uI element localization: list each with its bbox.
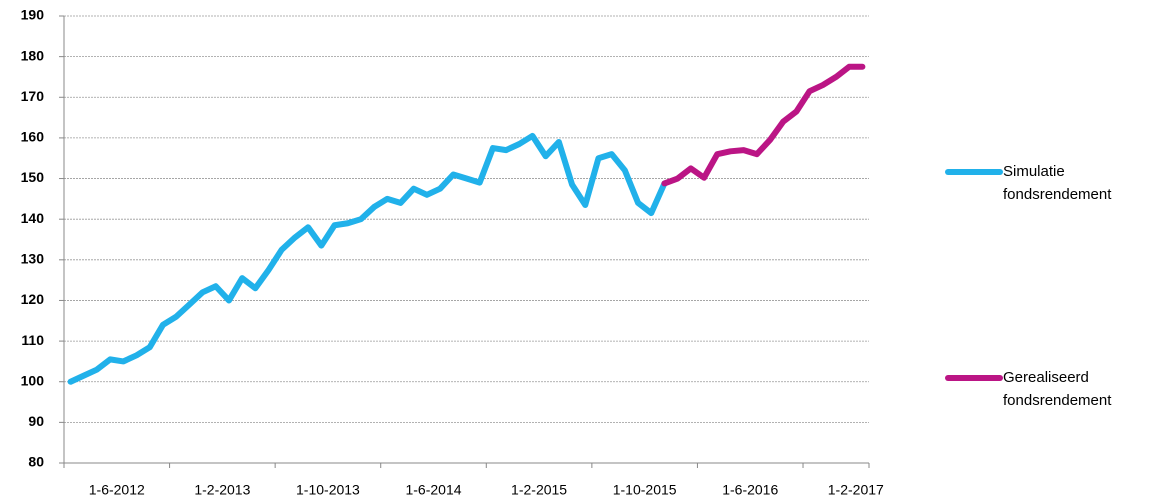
legend-swatch (945, 169, 1003, 175)
legend-label: Simulatie fondsrendement (1003, 163, 1112, 203)
x-tick-label: 1-6-2016 (722, 482, 778, 498)
y-tick-label: 180 (21, 47, 45, 63)
y-tick-label: 150 (21, 169, 45, 185)
y-tick-label: 90 (28, 413, 44, 429)
series-line (661, 63, 866, 187)
y-tick-label: 100 (21, 372, 45, 388)
x-tick-label: 1-2-2013 (194, 482, 250, 498)
x-tick-label: 1-10-2015 (613, 482, 677, 498)
y-tick-label: 170 (21, 88, 45, 104)
y-tick-label: 130 (21, 251, 45, 267)
y-tick-label: 160 (21, 129, 45, 145)
x-tick-label: 1-2-2015 (511, 482, 567, 498)
y-tick-label: 110 (21, 332, 44, 348)
x-tick-label: 1-6-2014 (405, 482, 461, 498)
legend-label: Gerealiseerd fondsrendement (1003, 369, 1112, 409)
y-tick-label: 80 (28, 454, 44, 470)
x-tick-label: 1-2-2017 (828, 482, 884, 498)
x-tick-label: 1-10-2013 (296, 482, 360, 498)
series-line (67, 132, 668, 385)
x-tick-label: 1-6-2012 (89, 482, 145, 498)
legend-swatch (945, 375, 1003, 381)
y-tick-label: 190 (21, 7, 45, 23)
y-tick-label: 140 (21, 210, 45, 226)
y-tick-label: 120 (21, 291, 45, 307)
